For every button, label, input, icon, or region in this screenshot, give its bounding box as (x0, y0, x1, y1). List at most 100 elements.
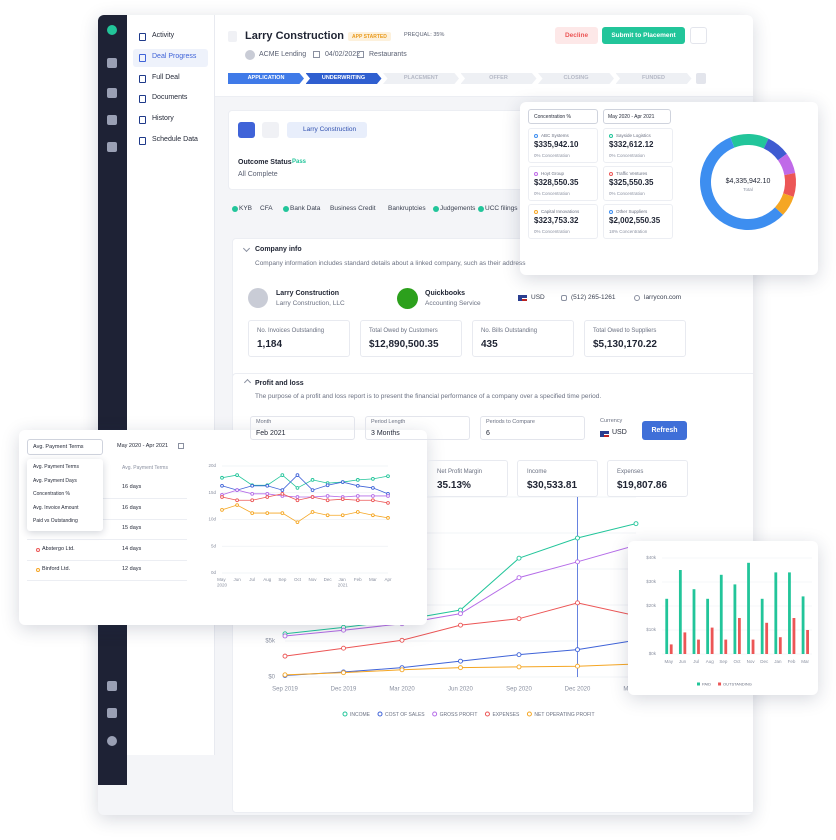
field[interactable]: Currency USD (595, 416, 633, 440)
section-desc: Company information includes standard de… (255, 260, 526, 267)
nav-item[interactable]: History (152, 115, 174, 123)
sidebar-icon (107, 708, 117, 718)
bar (733, 584, 737, 654)
supplier-share: 0% Concentration (534, 153, 570, 158)
nav-item[interactable]: Documents (152, 94, 188, 102)
x-tick-label: Feb (354, 577, 362, 582)
industry-icon (357, 51, 364, 58)
company-logo (248, 288, 268, 308)
donut-slice (730, 134, 769, 149)
point (220, 495, 224, 499)
supplier-amount: $325,550.35 (609, 178, 654, 187)
legend-swatch (718, 682, 722, 686)
menu-option[interactable]: Avg. Invoice Amount (33, 504, 79, 511)
payment-terms-card: Avg. Payment Terms May 2020 - Apr 2021 Avg… (19, 430, 427, 625)
point (235, 498, 239, 503)
stat-box: Total Owed by Customers $12,890,500.35 (360, 320, 462, 357)
tab[interactable]: Business Credit (330, 205, 376, 212)
select[interactable]: Concentration % (528, 109, 598, 124)
tab[interactable]: Judgements (440, 205, 476, 212)
donut-slice (700, 137, 783, 230)
payment-chart: 0d 5d 10d 15d 20d May 2020 Jun Jul Aug Sep Oct Nov D… (208, 463, 392, 588)
step: CLOSING (538, 73, 614, 84)
stat-value: $5,130,170.22 (593, 339, 657, 350)
x-tick-label: Mar (369, 577, 377, 582)
point (575, 647, 580, 653)
point (235, 488, 239, 492)
supplier-amount: $335,942.10 (534, 140, 579, 149)
entity-chip: Larry Construction (287, 122, 367, 138)
field[interactable]: Periods to Compare 6 (480, 416, 585, 440)
outcome-detail: All Complete (238, 171, 278, 178)
y-tick-label: $5k (265, 639, 276, 645)
x-tick-label: Oct (733, 659, 741, 664)
select[interactable]: Avg. Payment Terms (27, 439, 103, 455)
step: APPLICATION (228, 73, 304, 84)
calendar-icon (178, 443, 184, 449)
point (633, 521, 639, 527)
sidebar-icon (107, 58, 117, 68)
series-line (221, 474, 389, 495)
nav-item[interactable]: Deal Progress (152, 52, 197, 60)
date-range: May 2020 - Apr 2021 (608, 114, 655, 120)
back-button[interactable] (228, 31, 237, 42)
nav-active (133, 48, 208, 67)
nav-item[interactable]: Schedule Data (152, 136, 198, 143)
stat-label: No. Bills Outstanding (481, 328, 538, 334)
point (295, 486, 300, 490)
series-line (221, 474, 389, 489)
tab[interactable]: CFA (260, 205, 273, 212)
menu-option[interactable]: Paid vs Outstanding (33, 518, 78, 524)
donut-total: $4,335,942.10 (726, 178, 771, 185)
company-legal: Larry Construction, LLC (276, 300, 345, 307)
section-title: Company info (255, 246, 302, 253)
y-tick-label: 0d (211, 570, 217, 575)
point (295, 498, 300, 503)
bar (774, 572, 778, 654)
tab[interactable]: Bank Data (290, 205, 321, 212)
field-label: Periods to Compare (486, 419, 535, 425)
field[interactable]: Period Length 3 Months (365, 416, 470, 440)
legend-swatch (526, 711, 532, 717)
point (310, 495, 315, 499)
tab[interactable]: Bankruptcies (388, 205, 426, 212)
tab[interactable]: UCC filings (485, 205, 518, 212)
currency: USD (531, 294, 545, 301)
menu-option[interactable]: Avg. Payment Days (33, 477, 77, 484)
y-tick-label: 5d (211, 543, 217, 548)
supplier-amount: $2,002,550.35 (609, 216, 661, 225)
row-name: Abstergo Ltd. (42, 545, 75, 552)
bar (719, 574, 723, 654)
point (458, 611, 463, 617)
menu-option[interactable]: Avg. Payment Terms (33, 464, 79, 470)
refresh-button[interactable]: Refresh (642, 421, 687, 440)
point (325, 513, 330, 518)
tab[interactable]: KYB (239, 205, 253, 212)
status-badge: APP STARTED (348, 32, 391, 41)
row-divider (27, 539, 187, 540)
nav-icon (139, 95, 146, 104)
point (282, 672, 288, 678)
supplier-share: 0% Concentration (534, 229, 570, 234)
point (310, 510, 315, 514)
supplier-box: Capital Innovations $323,753.32 0% Concent… (528, 204, 598, 239)
supplier-name: Hoyt Group (541, 170, 565, 176)
x-tick-label: Jun (233, 577, 241, 582)
menu-option[interactable]: Concentration % (33, 491, 70, 497)
website: larrycon.com (644, 294, 682, 301)
y-tick-label: 15d (208, 490, 216, 495)
decline-button[interactable]: Decline (555, 27, 598, 44)
stat-box: No. Bills Outstanding 435 (472, 320, 574, 357)
nav-item[interactable]: Full Deal (152, 73, 180, 81)
bar (669, 644, 673, 654)
more-button[interactable] (690, 27, 707, 44)
point (399, 637, 405, 643)
field[interactable]: Month Feb 2021 (250, 416, 355, 440)
bar (751, 639, 755, 654)
date-range-box[interactable]: May 2020 - Apr 2021 (603, 109, 671, 124)
stat-value: $12,890,500.35 (369, 339, 439, 350)
nav-item[interactable]: Activity (152, 32, 175, 39)
submit-button[interactable]: Submit to Placement (602, 27, 685, 44)
point (371, 476, 375, 481)
point (371, 486, 375, 490)
